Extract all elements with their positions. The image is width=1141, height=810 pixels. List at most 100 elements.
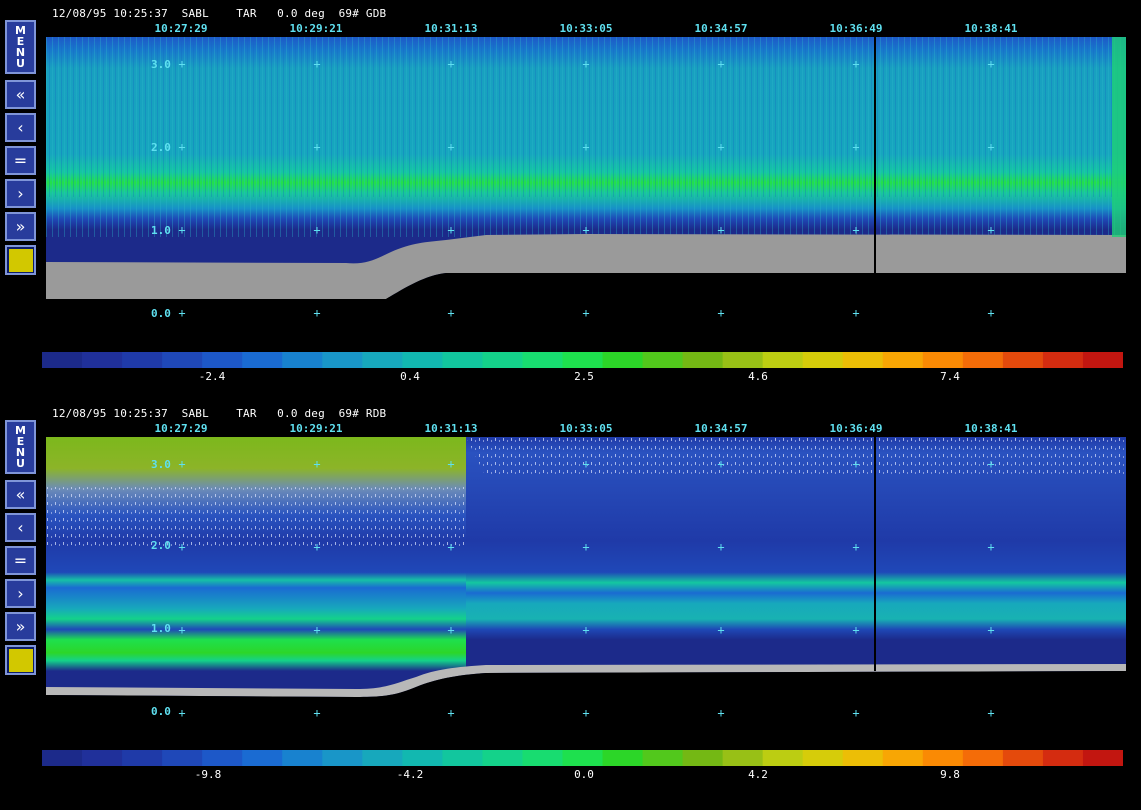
menu-letter: E [16,435,25,448]
ground-return [46,234,1126,299]
colorbar-swatch [682,750,724,766]
colorbar-swatch [42,352,83,368]
colorbar-swatch [402,750,443,766]
colorbar-swatch [202,750,243,766]
colorbar-swatch [762,352,804,368]
colorbar-swatch [82,352,123,368]
no-data-area [46,273,1126,327]
intensity-plot[interactable] [46,37,1126,327]
step-back-button[interactable]: ‹ [5,513,36,542]
menu-letter: U [16,57,25,70]
step-forward-button[interactable]: › [5,579,36,608]
step-back-button[interactable]: ‹ [5,113,36,142]
colorbar-swatch [242,352,283,368]
fast-forward-button[interactable]: » [5,212,36,241]
colorbar-tick: 2.5 [574,370,594,383]
colorbar-swatch [1042,750,1084,766]
status-angle: 0.0 deg [277,7,325,20]
status-mode: TAR [236,7,257,20]
double-chevron-right-icon: » [15,217,26,236]
time-label: 10:33:05 [559,422,613,435]
colorbar-swatch [482,352,524,368]
colorbar-swatch [642,352,684,368]
colorbar-swatch [482,750,524,766]
status-file: 69# RDB [338,407,387,420]
status-mode: TAR [236,407,257,420]
colorbar-swatch [362,750,403,766]
fast-forward-button[interactable]: » [5,612,36,641]
colorbar-swatch [522,352,564,368]
menu-letter: E [16,35,25,48]
colorbar-swatch [282,750,323,766]
time-label: 10:34:57 [694,422,748,435]
velocity-plot[interactable] [46,437,1126,727]
step-forward-button[interactable]: › [5,179,36,208]
time-label: 10:27:29 [154,422,208,435]
colorbar [42,750,1123,766]
colorbar-tick: 0.4 [400,370,420,383]
time-label: 10:36:49 [829,422,883,435]
double-chevron-right-icon: » [15,617,26,636]
chevron-right-icon: › [17,184,24,203]
colorbar-swatch [282,352,323,368]
colorbar-tick: -2.4 [198,370,226,383]
colorbar-swatch [962,352,1004,368]
colorbar-swatch [42,750,83,766]
status-site: SABL [181,407,209,420]
ground-return [46,664,1126,697]
colorbar-swatch [882,352,924,368]
time-label: 10:29:21 [289,22,343,35]
colorbar-swatch [602,750,644,766]
status-datetime: 12/08/95 10:25:37 [52,407,168,420]
colorbar-swatch [802,750,844,766]
colorbar-swatch [242,750,283,766]
colorbar-strip [42,352,1123,368]
status-datetime: 12/08/95 10:25:37 [52,7,168,20]
status-angle: 0.0 deg [277,407,325,420]
colorbar-tick: 4.2 [748,768,768,781]
colorbar-swatch [1042,352,1084,368]
rewind-button[interactable]: « [5,80,36,109]
colorbar-swatch [682,352,724,368]
bottom-panel: 12/08/95 10:25:37 SABL TAR 0.0 deg 69# R… [0,400,1141,805]
colorbar-swatch [882,750,924,766]
menu-letter: M [15,24,26,37]
no-data-area [46,671,1126,727]
echo-texture [46,37,1126,237]
colorbar-swatch [922,352,964,368]
colorbar-swatch [1002,750,1044,766]
colorbar-swatch [442,352,484,368]
time-label: 10:38:41 [964,422,1018,435]
colorbar-swatch [602,352,644,368]
colorbar-strip [42,750,1123,766]
colorbar-swatch [1082,352,1123,368]
colorbar-swatch [122,352,163,368]
colorbar-swatch [82,750,123,766]
time-axis: 10:27:29 10:29:21 10:31:13 10:33:05 10:3… [0,22,1141,36]
color-swatch-button[interactable] [5,245,36,275]
rewind-button[interactable]: « [5,480,36,509]
colorbar-tick: -9.8 [194,768,222,781]
color-swatch-button[interactable] [5,645,36,675]
colorbar-swatch [562,750,604,766]
chevron-left-icon: ‹ [17,518,24,537]
colorbar-swatch [802,352,844,368]
equals-icon: = [13,551,28,570]
colorbar-swatch [162,352,203,368]
pause-button[interactable]: = [5,546,36,575]
colorbar-swatch [362,352,403,368]
colorbar-swatch [922,750,964,766]
colorbar-swatch [442,750,484,766]
edge-band [1112,37,1126,237]
time-label: 10:38:41 [964,22,1018,35]
velocity-field-left [46,437,466,697]
colorbar-swatch [562,352,604,368]
pause-button[interactable]: = [5,146,36,175]
colorbar-tick: 0.0 [574,768,594,781]
time-label: 10:31:13 [424,422,478,435]
colorbar-swatch [162,750,203,766]
colorbar-swatch [322,352,363,368]
double-chevron-left-icon: « [15,485,26,504]
